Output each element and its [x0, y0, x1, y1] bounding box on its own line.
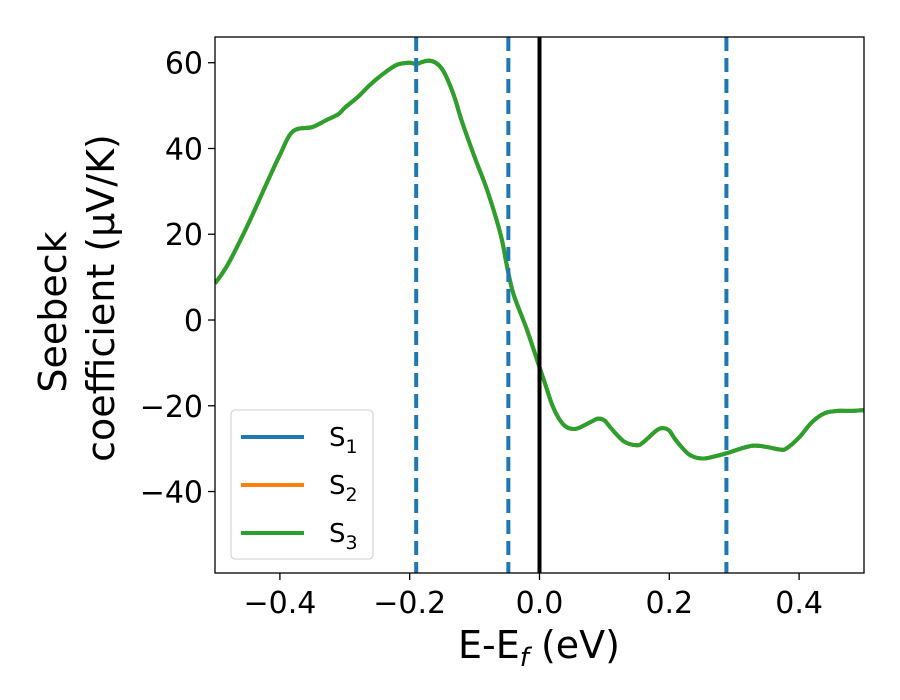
x-axis-label-main: E-E [458, 623, 520, 667]
x-tick-label: 0.2 [645, 586, 693, 621]
legend-label: S2 [329, 471, 358, 506]
x-tick-label: −0.2 [373, 586, 446, 621]
x-tick-label: 0.4 [775, 586, 823, 621]
x-axis-ticks: −0.4 −0.2 0.0 0.2 0.4 [243, 573, 823, 621]
y-tick-label: −20 [140, 390, 203, 425]
y-axis-ticks: −40 −20 0 20 40 60 [140, 47, 215, 511]
y-tick-label: 20 [165, 218, 203, 253]
legend-entry-s3: S3 [241, 519, 358, 554]
x-axis-label: E-Ef (eV) [458, 623, 620, 673]
y-axis-label-line2: coefficient (μV/K) [79, 134, 123, 462]
legend-label: S3 [329, 519, 358, 554]
x-tick-label: −0.4 [243, 586, 316, 621]
legend-entry-s2: S2 [241, 471, 358, 506]
x-tick-label: 0.0 [516, 586, 564, 621]
y-axis-label-line1: Seebeck [31, 231, 75, 392]
series-line-s3 [215, 58, 864, 461]
reference-lines [414, 37, 729, 573]
legend-entry-s1: S1 [241, 423, 358, 458]
y-axis-label: Seebeck coefficient (μV/K) [31, 134, 123, 462]
y-tick-label: −40 [140, 476, 203, 511]
legend-label: S1 [329, 423, 358, 458]
y-tick-label: 0 [184, 304, 203, 339]
x-axis-label-unit: (eV) [529, 623, 620, 667]
legend: S1 S2 S3 [230, 409, 374, 560]
y-tick-label: 60 [165, 47, 203, 82]
y-tick-label: 40 [165, 132, 203, 167]
data-lines [215, 58, 864, 461]
